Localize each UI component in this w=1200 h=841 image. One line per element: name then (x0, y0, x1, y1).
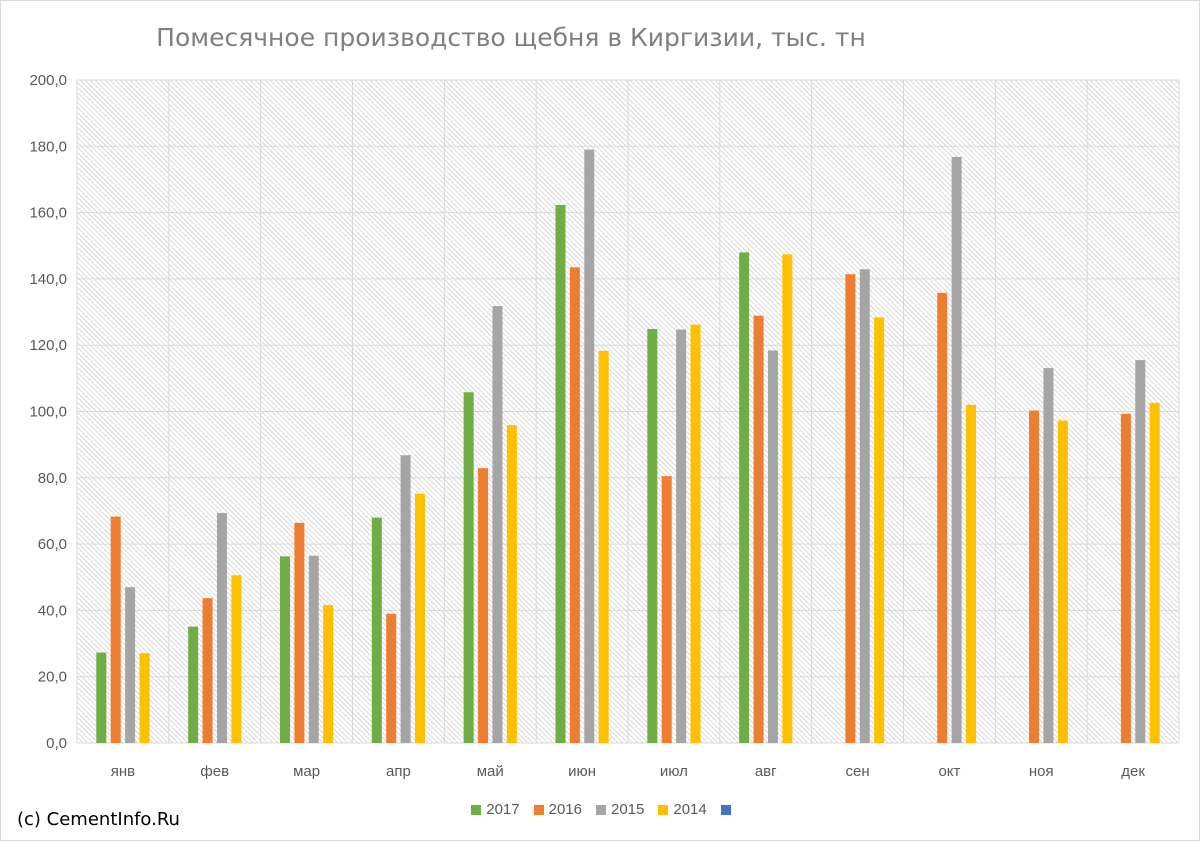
bar-2015-янв (125, 587, 136, 743)
bar-2014-окт (966, 404, 977, 743)
x-tick-label: мар (293, 763, 320, 780)
x-tick-label: апр (386, 763, 411, 780)
x-tick-label: июл (660, 763, 688, 780)
legend: 2017 2016 2015 2014 (1, 801, 1200, 818)
x-tick-label: фев (200, 763, 229, 780)
bar-2017-фев (188, 626, 199, 743)
bar-2016-окт (937, 292, 948, 743)
x-tick-label: янв (111, 763, 135, 780)
bar-2014-авг (782, 254, 793, 743)
x-tick-label: ноя (1029, 763, 1054, 780)
bar-2016-мар (294, 522, 305, 743)
legend-item: 2015 (596, 801, 644, 818)
y-tick-label: 180,0 (29, 138, 67, 155)
y-tick-label: 40,0 (38, 602, 67, 619)
bar-2016-июл (661, 476, 672, 743)
bar-2015-ноя (1043, 368, 1054, 743)
bar-2017-апр (371, 517, 382, 743)
bar-2015-дек (1135, 360, 1146, 743)
x-tick-label: сен (846, 763, 870, 780)
legend-item: 2016 (533, 801, 582, 818)
bar-2015-авг (767, 350, 778, 743)
bar-2016-авг (753, 315, 764, 743)
y-tick-label: 160,0 (29, 205, 67, 222)
bar-2016-сен (845, 274, 856, 743)
bar-2015-июн (584, 149, 595, 744)
legend-item: 2014 (658, 801, 707, 818)
y-tick-label: 100,0 (29, 404, 67, 421)
bar-2014-фев (231, 575, 242, 743)
legend-swatch (596, 804, 606, 815)
legend-label: 2016 (548, 801, 582, 818)
x-tick-label: май (477, 763, 504, 780)
y-tick-label: 120,0 (29, 337, 67, 354)
bar-2016-май (478, 468, 489, 743)
bar-2014-мар (323, 605, 334, 743)
legend-swatch (533, 804, 544, 815)
legend-item: 2017 (471, 801, 520, 818)
bar-2014-янв (139, 653, 150, 743)
y-tick-label: 0,0 (46, 735, 67, 752)
legend-label: 2014 (673, 801, 707, 818)
y-tick-label: 140,0 (29, 271, 67, 288)
legend-label: 2015 (611, 801, 645, 818)
bar-2017-июл (647, 328, 658, 743)
credit-text: (c) CementInfo.Ru (17, 809, 180, 830)
x-tick-label: окт (938, 763, 960, 780)
bar-2015-май (492, 306, 503, 743)
bar-2015-июл (676, 329, 687, 743)
legend-item (720, 801, 731, 818)
bar-2014-сен (874, 317, 885, 743)
y-tick-label: 80,0 (38, 470, 67, 487)
bar-2014-ноя (1057, 420, 1068, 743)
bar-2015-окт (951, 156, 962, 743)
bar-2014-июн (598, 350, 609, 743)
chart-title: Помесячное производство щебня в Киргизии… (156, 23, 866, 52)
legend-label: 2017 (486, 801, 520, 818)
bar-2017-янв (96, 652, 107, 743)
bar-2015-апр (400, 455, 411, 743)
bar-2016-янв (110, 516, 121, 743)
bar-2015-мар (308, 555, 319, 743)
bar-2017-май (463, 392, 474, 743)
bar-2016-июн (569, 267, 580, 743)
bar-2014-июл (690, 324, 701, 743)
y-tick-label: 200,0 (29, 72, 67, 89)
legend-swatch (720, 804, 731, 815)
legend-swatch (471, 804, 482, 815)
bar-2015-фев (216, 512, 227, 743)
bar-2015-сен (859, 269, 870, 743)
x-tick-label: авг (755, 763, 777, 780)
y-tick-label: 20,0 (38, 669, 67, 686)
bar-2014-дек (1149, 402, 1160, 743)
bar-2016-фев (202, 598, 213, 743)
bar-2016-апр (386, 613, 397, 743)
bar-2016-ноя (1029, 410, 1040, 743)
bar-2017-июн (555, 204, 566, 744)
bar-2014-май (506, 425, 517, 743)
bar-2016-дек (1120, 413, 1131, 743)
bar-2017-мар (279, 556, 290, 743)
x-tick-label: июн (568, 763, 596, 780)
bar-2017-авг (739, 252, 750, 743)
x-tick-label: дек (1121, 763, 1145, 780)
legend-swatch (658, 804, 669, 815)
bar-2014-апр (415, 493, 426, 743)
y-tick-label: 60,0 (38, 536, 67, 553)
